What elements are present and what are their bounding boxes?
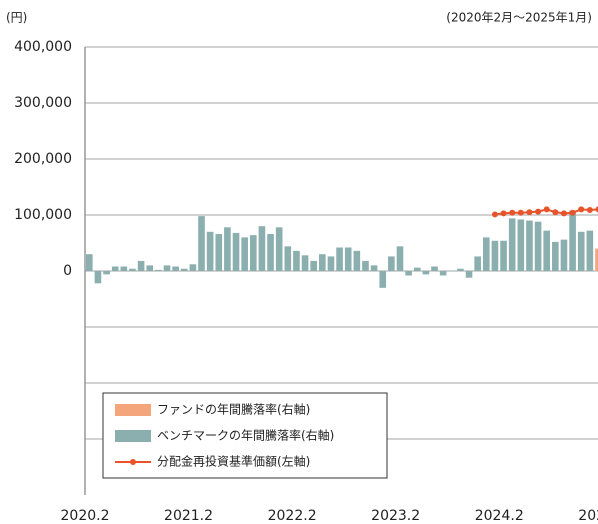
bar: [336, 247, 343, 271]
bar: [569, 210, 576, 271]
line-point: [578, 206, 585, 213]
bar: [198, 216, 205, 271]
y-tick-label: 0: [63, 263, 72, 279]
bar: [457, 268, 464, 271]
bar: [310, 260, 317, 271]
bar: [249, 235, 257, 271]
bar: [86, 254, 93, 271]
bar: [500, 240, 507, 271]
bar: [232, 232, 240, 271]
x-tick-label: 2023.2: [371, 508, 420, 524]
x-tick-label: 2025.2: [578, 508, 598, 524]
legend-swatch: [115, 404, 151, 416]
bar: [172, 266, 179, 271]
bar: [189, 264, 197, 271]
line-point: [526, 209, 533, 216]
bar: [595, 248, 598, 271]
bar: [552, 241, 559, 271]
line-point: [543, 206, 550, 213]
bar: [508, 218, 516, 271]
bar: [206, 231, 214, 271]
period-label: (2020年2月～2025年1月): [446, 11, 592, 25]
legend: ファンドの年間騰落率(右軸) ベンチマークの年間騰落率(右軸) 分配金再投資基準価額…: [102, 392, 388, 479]
bar: [474, 256, 481, 271]
bar: [431, 266, 438, 271]
bar: [577, 231, 585, 271]
bar: [319, 254, 326, 271]
legend-label: ベンチマークの年間騰落率(右軸): [157, 428, 334, 443]
x-tick-label: 2021.2: [164, 508, 213, 524]
bar: [362, 260, 369, 271]
bar: [517, 219, 525, 271]
y-unit-label: (円): [6, 11, 27, 25]
bar: [267, 234, 274, 271]
bar: [439, 271, 447, 276]
line-point: [535, 208, 542, 215]
line-point: [517, 209, 524, 216]
bar: [586, 230, 594, 271]
bar: [370, 265, 378, 271]
bar: [163, 265, 171, 271]
bar: [146, 265, 154, 271]
bar: [396, 246, 404, 271]
bar: [534, 221, 542, 271]
line-point: [552, 209, 559, 216]
x-tick-label: 2020.2: [61, 508, 110, 524]
legend-swatch: [115, 430, 151, 442]
bar: [120, 266, 128, 271]
bar: [379, 271, 387, 288]
bar: [413, 267, 421, 271]
bar: [301, 255, 309, 271]
bar: [465, 271, 473, 278]
bar: [388, 256, 395, 271]
y-tick-label: 200,000: [14, 151, 72, 167]
line-point: [500, 210, 507, 217]
bar: [526, 220, 533, 271]
x-tick-label: 2024.2: [475, 508, 524, 524]
bar: [560, 239, 568, 271]
bar: [241, 237, 248, 271]
x-tick-label: 2022.2: [268, 508, 317, 524]
legend-label: 分配金再投資基準価額(左軸): [157, 454, 310, 469]
y-tick-label: 300,000: [14, 95, 72, 111]
line-point: [595, 206, 598, 213]
y-tick-label: 400,000: [14, 39, 72, 55]
bar: [543, 230, 551, 271]
bar: [215, 234, 223, 271]
bar: [94, 271, 102, 284]
bar: [224, 227, 231, 271]
line-point: [560, 210, 567, 217]
legend-swatch: [130, 459, 136, 465]
bar: [275, 227, 283, 271]
bar: [111, 266, 119, 271]
bar: [482, 237, 490, 271]
legend-label: ファンドの年間騰落率(右軸): [157, 402, 310, 417]
bar: [284, 246, 292, 271]
line-point: [569, 209, 576, 216]
bar: [155, 269, 162, 271]
bar: [422, 271, 430, 275]
y-tick-label: 100,000: [14, 207, 72, 223]
bar: [258, 226, 266, 271]
bar: [491, 240, 499, 271]
bar: [137, 260, 145, 271]
bar: [353, 250, 361, 271]
line-point: [491, 211, 498, 218]
bar: [103, 271, 110, 275]
line-point: [586, 206, 593, 213]
bar: [344, 247, 352, 271]
bar: [180, 268, 188, 271]
line-point: [509, 209, 516, 216]
bar: [448, 271, 456, 272]
bar: [327, 256, 335, 271]
bar: [129, 268, 136, 271]
bar: [293, 250, 300, 271]
bar: [405, 271, 412, 276]
